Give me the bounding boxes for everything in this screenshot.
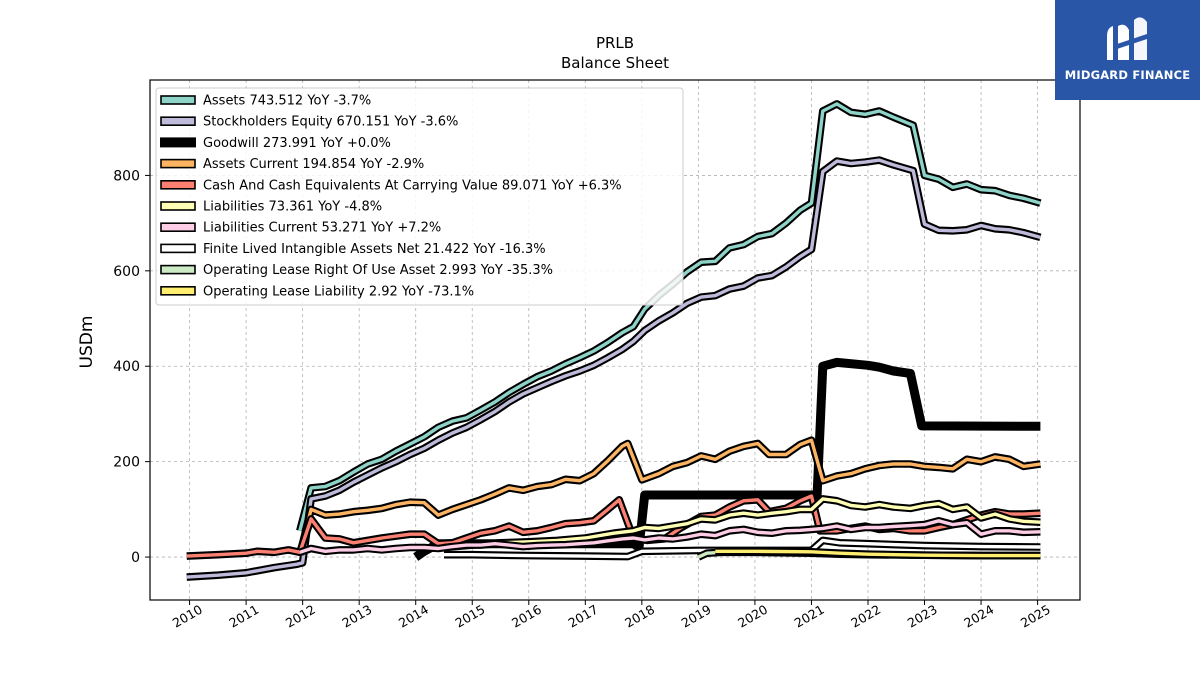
legend-label: Cash And Cash Equivalents At Carrying Va… [203, 178, 622, 193]
brand-name: MIDGARD FINANCE [1064, 68, 1191, 82]
legend-swatch [160, 222, 196, 232]
x-tick-label: 2020 [735, 602, 770, 631]
legend-swatch [160, 264, 196, 275]
series-line-3 [298, 438, 1041, 556]
x-tick-label: 2010 [170, 602, 205, 631]
series-layer [186, 100, 1042, 581]
legend-item: Operating Lease Right Of Use Asset 2.993… [160, 263, 553, 278]
x-tick-label: 2019 [679, 602, 714, 631]
legend-item: Assets 743.512 YoY -3.7% [160, 94, 371, 109]
legend-item: Finite Lived Intangible Assets Net 21.42… [160, 242, 546, 257]
legend-swatch [160, 116, 196, 126]
legend-item: Cash And Cash Equivalents At Carrying Va… [160, 178, 622, 193]
y-axis-label: USDm [77, 316, 97, 369]
y-tick-label: 800 [113, 168, 140, 184]
plot-frame [149, 79, 1081, 601]
x-tick-label: 2022 [848, 602, 883, 631]
y-tick-label: 400 [113, 359, 140, 375]
x-tick-label: 2013 [339, 602, 374, 631]
series-line-6 [299, 519, 1041, 554]
x-tick-label: 2011 [226, 602, 261, 631]
x-tick-label: 2015 [452, 602, 487, 631]
legend-item: Assets Current 194.854 YoY -2.9% [160, 157, 424, 172]
series-line-1 [186, 158, 1041, 579]
legend-item: Goodwill 273.991 YoY +0.0% [160, 136, 391, 151]
x-tick-label: 2023 [905, 602, 940, 631]
legend-label: Liabilities 73.361 YoY -4.8% [203, 200, 382, 215]
legend: Assets 743.512 YoY -3.7% Stockholders Equ… [155, 87, 684, 306]
chart-subtitle: Balance Sheet [561, 54, 669, 72]
legend-swatch [160, 243, 196, 254]
legend-label: Finite Lived Intangible Assets Net 21.42… [203, 242, 546, 257]
x-tick-label: 2017 [566, 602, 601, 631]
legend-label: Assets 743.512 YoY -3.7% [203, 94, 371, 109]
legend-swatch [160, 95, 196, 105]
legend-item: Operating Lease Liability 2.92 YoY -73.1… [160, 284, 474, 299]
legend-label: Goodwill 273.991 YoY +0.0% [203, 136, 391, 151]
legend-label: Assets Current 194.854 YoY -2.9% [203, 157, 424, 172]
legend-label: Liabilities Current 53.271 YoY +7.2% [203, 221, 441, 236]
y-tick-label: 200 [113, 455, 140, 471]
legend-item: Stockholders Equity 670.151 YoY -3.6% [160, 115, 458, 130]
y-tick-label: 0 [131, 550, 140, 566]
series-line-9 [715, 549, 1041, 558]
x-tick-label: 2021 [792, 602, 827, 631]
legend-swatch [160, 158, 196, 169]
y-tick-label: 600 [113, 264, 140, 280]
midgard-logo-icon [1107, 17, 1147, 61]
legend-label: Stockholders Equity 670.151 YoY -3.6% [203, 115, 458, 130]
x-tick-label: 2014 [396, 602, 431, 631]
chart-title: PRLB [596, 34, 634, 52]
legend-label: Operating Lease Liability 2.92 YoY -73.1… [203, 284, 474, 299]
legend-box [155, 87, 684, 306]
x-tick-label: 2025 [1018, 602, 1053, 631]
legend-item: Liabilities 73.361 YoY -4.8% [160, 200, 382, 215]
x-tick-label: 2018 [622, 602, 657, 631]
brand-logo: MIDGARD FINANCE [1055, 0, 1200, 100]
legend-swatch [160, 180, 196, 190]
x-tick-label: 2024 [961, 602, 996, 631]
legend-swatch [160, 285, 196, 296]
x-tick-label: 2012 [283, 602, 318, 631]
series-line-5 [443, 497, 1041, 550]
x-tick-label: 2016 [509, 602, 544, 631]
legend-item: Liabilities Current 53.271 YoY +7.2% [160, 221, 441, 236]
legend-swatch [160, 201, 196, 211]
legend-label: Operating Lease Right Of Use Asset 2.993… [203, 263, 553, 278]
legend-swatch [160, 137, 196, 148]
